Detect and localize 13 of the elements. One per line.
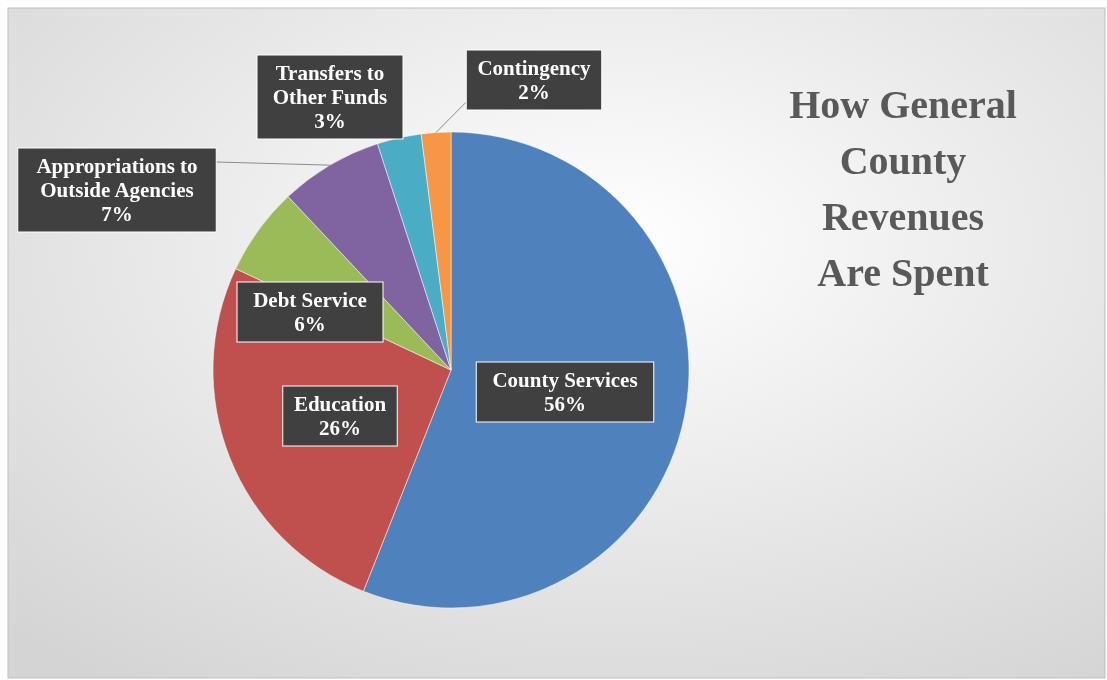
data-label: 56% bbox=[544, 392, 586, 416]
data-label: 26% bbox=[319, 416, 361, 440]
slice-label: Education bbox=[293, 392, 387, 416]
data-label: 3% bbox=[314, 109, 346, 133]
text: How General County Revenues Are Spent bbox=[789, 82, 1017, 295]
data-label: 6% bbox=[294, 312, 326, 336]
slice-label: County Services bbox=[492, 368, 638, 392]
slice-label: Debt Service bbox=[253, 288, 367, 312]
slice-label: Transfers to Other Funds bbox=[272, 61, 388, 109]
data-label: 7% bbox=[101, 202, 133, 226]
slice-label: Appropriations to Outside Agencies bbox=[36, 154, 198, 202]
data-label: 2% bbox=[518, 80, 550, 104]
slice-label: Contingency bbox=[477, 56, 592, 80]
